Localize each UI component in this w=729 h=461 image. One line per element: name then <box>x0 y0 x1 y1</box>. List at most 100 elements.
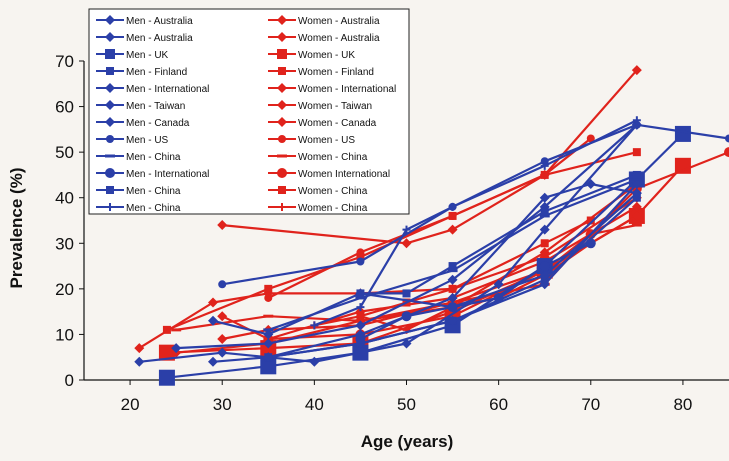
data-point <box>493 292 504 303</box>
data-point <box>264 284 273 293</box>
data-point <box>540 239 549 248</box>
y-axis-title: Prevalence (%) <box>7 168 26 289</box>
legend-label: Men - International <box>126 169 209 180</box>
data-point <box>540 207 549 216</box>
legend-swatch-marker <box>105 154 115 158</box>
y-tick-label: 0 <box>65 371 74 390</box>
data-point <box>260 358 277 375</box>
data-point <box>158 369 175 386</box>
data-point <box>134 343 145 354</box>
legend-item: Women - Taiwan <box>268 100 372 112</box>
data-point <box>162 325 171 334</box>
data-point <box>402 289 411 298</box>
data-point <box>632 148 641 157</box>
data-point <box>356 289 365 298</box>
legend-swatch-marker <box>278 135 286 143</box>
data-point <box>448 284 457 293</box>
data-point <box>263 338 274 349</box>
data-point <box>401 311 412 322</box>
data-point <box>540 170 549 179</box>
legend-swatch-marker <box>277 154 287 158</box>
x-axis-title: Age (years) <box>361 432 454 451</box>
data-point <box>493 279 504 290</box>
legend-item: Women - Finland <box>268 67 374 78</box>
legend-swatch-marker <box>106 203 114 211</box>
y-tick-label: 60 <box>55 98 74 117</box>
x-tick-label: 30 <box>213 395 232 414</box>
legend-item: Men - Australia <box>96 32 193 44</box>
data-point <box>355 333 366 344</box>
data-point <box>447 269 458 273</box>
series-9 <box>355 238 596 344</box>
data-point <box>356 257 365 266</box>
legend-item: Men - US <box>96 135 169 146</box>
legend-item: Men - Taiwan <box>96 100 185 112</box>
legend-swatch-marker <box>278 67 286 75</box>
legend-swatch-marker <box>277 117 287 127</box>
legend-label: Women - International <box>298 84 396 95</box>
legend-swatch-marker <box>278 186 286 194</box>
legend-swatch-marker <box>105 32 115 42</box>
data-point <box>263 328 274 332</box>
series-layer <box>134 65 729 386</box>
data-point <box>724 147 729 158</box>
legend-item: Men - UK <box>96 49 169 61</box>
legend-label: Women International <box>298 169 390 180</box>
legend-item: Women International <box>268 168 390 180</box>
series-11 <box>310 116 641 330</box>
data-point <box>631 201 642 212</box>
legend-swatch-marker <box>105 100 115 110</box>
legend-item: Women - China <box>268 152 368 163</box>
legend-label: Women - Australia <box>298 33 380 44</box>
legend-swatch-marker <box>106 135 114 143</box>
legend-swatch-marker <box>105 83 115 93</box>
series-line <box>212 183 638 363</box>
series-line <box>166 151 638 331</box>
data-point <box>402 225 411 234</box>
data-point <box>217 311 228 322</box>
data-point <box>585 179 596 190</box>
data-point <box>401 338 412 349</box>
legend-item: Women - Australia <box>268 15 380 27</box>
legend-item: Women - UK <box>268 49 355 61</box>
legend-label: Men - Taiwan <box>126 101 185 112</box>
x-tick-label: 20 <box>121 395 140 414</box>
data-point <box>447 224 458 235</box>
legend-label: Women - China <box>298 152 368 163</box>
data-point <box>134 356 145 367</box>
legend-swatch-marker <box>277 100 287 110</box>
data-point <box>263 329 274 340</box>
data-point <box>217 347 228 358</box>
legend-label: Men - China <box>126 152 181 163</box>
x-tick-label: 50 <box>397 395 416 414</box>
data-point <box>217 333 228 344</box>
axes: 0 10 20 30 40 50 60 70 20 30 40 50 60 70 80 <box>55 52 729 414</box>
data-point <box>631 223 642 227</box>
data-point <box>355 296 366 300</box>
data-point <box>631 188 642 199</box>
legend-swatch-marker <box>105 168 115 178</box>
legend-label: Women - US <box>298 135 355 146</box>
series-10 <box>356 170 641 298</box>
data-point <box>539 279 550 290</box>
data-point <box>356 252 365 261</box>
legend-item: Men - Finland <box>96 67 187 78</box>
data-point <box>447 302 458 313</box>
x-tick-label: 70 <box>581 395 600 414</box>
data-point <box>447 292 458 303</box>
data-point <box>208 356 218 367</box>
legend-swatch-marker <box>105 117 115 127</box>
legend-label: Men - Australia <box>126 33 193 44</box>
legend-label: Women - Canada <box>298 118 377 129</box>
data-point <box>208 297 218 308</box>
data-point <box>631 210 642 221</box>
legend-item: Men - Australia <box>96 15 193 27</box>
data-point <box>631 65 642 76</box>
data-point <box>539 247 550 258</box>
legend-item: Women - Australia <box>268 32 380 44</box>
data-point <box>263 352 274 363</box>
legend-swatch-marker <box>105 15 115 25</box>
legend-label: Women - Australia <box>298 16 380 27</box>
legend-swatch-marker <box>278 203 286 211</box>
